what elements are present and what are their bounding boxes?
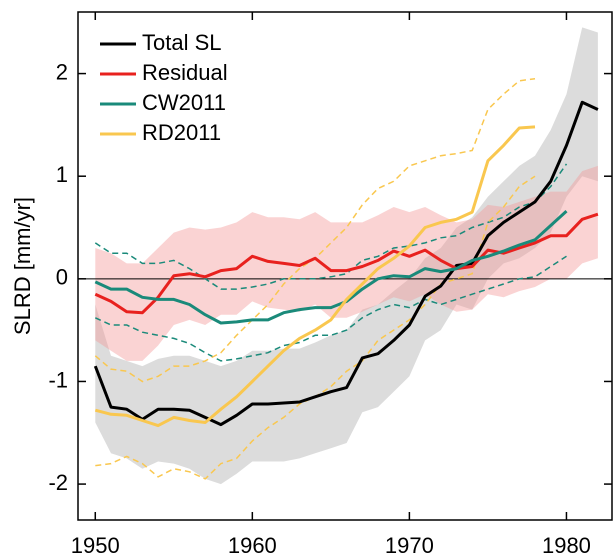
line <box>94 212 599 315</box>
uncertainty-bound <box>94 255 567 362</box>
legend-label: RD2011 <box>142 120 221 145</box>
legend-label: Total SL <box>142 30 222 55</box>
y-tick-label: -1 <box>48 367 68 392</box>
y-tick-label: -2 <box>48 470 68 495</box>
x-tick-label: 1960 <box>228 533 277 558</box>
line <box>93 100 599 427</box>
legend-label: Residual <box>142 60 228 85</box>
line <box>94 125 536 428</box>
uncertainty-bound <box>94 163 568 290</box>
plot-frame <box>77 11 613 521</box>
uncertainty-band <box>95 165 598 361</box>
x-tick-label: 1950 <box>71 533 120 558</box>
y-tick-label: 2 <box>56 59 68 84</box>
y-tick-label: 0 <box>56 265 68 290</box>
uncertainty-band <box>95 27 598 485</box>
y-axis-label: SLRD [mm/yr] <box>10 197 35 335</box>
line <box>94 209 568 325</box>
x-tick-label: 1980 <box>542 533 591 558</box>
legend-label: CW2011 <box>142 90 226 115</box>
x-tick-label: 1970 <box>385 533 434 558</box>
y-tick-label: 1 <box>56 162 68 187</box>
